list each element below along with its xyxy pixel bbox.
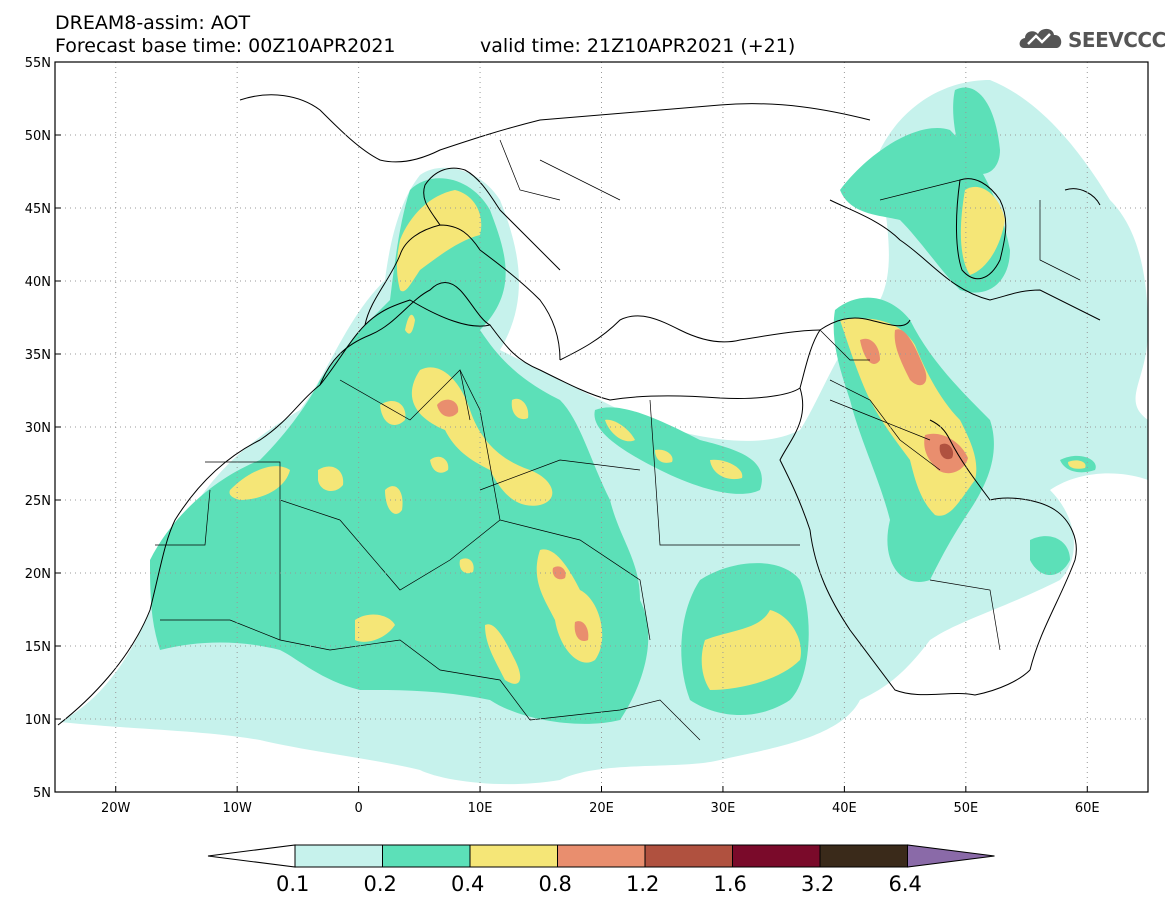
colorbar-box <box>469 844 558 868</box>
colorbar-label: 6.4 <box>888 872 922 896</box>
cloud-icon <box>1019 28 1062 48</box>
lon-tick-label: 20E <box>589 801 614 816</box>
lat-tick-label: 50N <box>25 129 51 144</box>
colorbar-box <box>819 844 908 868</box>
latitude-labels: 5N 10N 15N 20N 25N 30N 35N 40N 45N 50N 55N <box>25 56 61 801</box>
lon-tick-label: 30E <box>711 801 736 816</box>
lat-tick-label: 20N <box>25 567 51 582</box>
lon-tick-label: 10E <box>468 801 493 816</box>
lon-tick-label: 20W <box>101 801 131 816</box>
borders <box>155 139 1081 741</box>
colorbar-box <box>557 844 646 868</box>
map-grid <box>55 62 1148 792</box>
lat-tick-label: 30N <box>25 421 51 436</box>
colorbar-box <box>382 844 471 868</box>
lat-tick-label: 10N <box>25 713 51 728</box>
lat-tick-label: 45N <box>25 202 51 217</box>
colorbar-label: 0.4 <box>451 872 485 896</box>
logo-text: SEEVCCC <box>1068 28 1165 52</box>
longitude-labels: 20W 10W 0 10E 20E 30E 40E 50E 60E <box>101 786 1100 816</box>
lon-tick-label: 50E <box>953 801 978 816</box>
lon-tick-label: 10W <box>222 801 252 816</box>
lon-tick-label: 40E <box>832 801 857 816</box>
seevccc-logo: SEEVCCC <box>1016 22 1165 56</box>
product-title: DREAM8-assim: AOT <box>55 12 251 34</box>
colorbar <box>207 844 995 868</box>
lon-tick-label: 0 <box>354 801 362 816</box>
coastlines <box>57 94 1101 726</box>
lat-tick-label: 40N <box>25 275 51 290</box>
forecast-base-time: Forecast base time: 00Z10APR2021 <box>55 35 396 57</box>
colorbar-label: 1.6 <box>713 872 747 896</box>
colorbar-min-arrow <box>207 844 296 868</box>
colorbar-box <box>732 844 821 868</box>
colorbar-label: 0.1 <box>276 872 310 896</box>
valid-time: valid time: 21Z10APR2021 (+21) <box>480 35 796 57</box>
lat-tick-label: 5N <box>33 786 51 801</box>
colorbar-max-arrow <box>907 844 995 868</box>
colorbar-label: 1.2 <box>626 872 660 896</box>
lat-tick-label: 25N <box>25 494 51 509</box>
colorbar-label: 0.8 <box>538 872 572 896</box>
aot-level-1.2 <box>939 443 954 460</box>
aot-shading <box>60 80 1148 785</box>
colorbar-label: 0.2 <box>363 872 397 896</box>
colorbar-label: 3.2 <box>801 872 835 896</box>
lat-tick-label: 35N <box>25 348 51 363</box>
lon-tick-label: 60E <box>1075 801 1100 816</box>
colorbar-box <box>644 844 733 868</box>
lat-tick-label: 15N <box>25 640 51 655</box>
colorbar-box <box>294 844 383 868</box>
lat-tick-label: 55N <box>25 56 51 71</box>
